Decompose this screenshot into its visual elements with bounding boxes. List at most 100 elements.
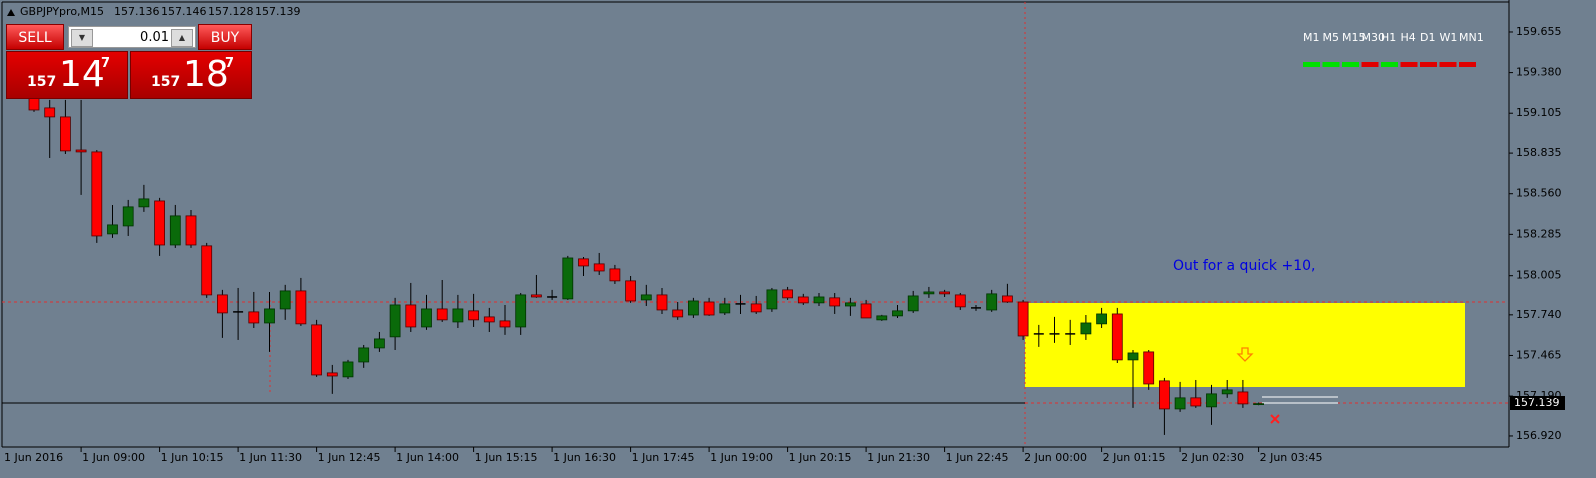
candle-body [311,324,323,376]
lot-value: 0.01 [140,30,169,45]
sell-arrow [1236,347,1254,362]
candle-body [91,151,103,237]
x-tick-label: 1 Jun 12:45 [318,451,381,464]
candle-body [766,289,778,310]
price-pips: 14 [59,54,105,95]
candle-body [562,257,574,300]
candle-body [436,308,448,321]
sell-button[interactable]: SELL [6,24,64,50]
candle-body [373,338,385,349]
timeframe-status [1322,62,1340,67]
y-tick-label: 159.655 [1516,25,1562,38]
candle-body [1096,313,1107,325]
price-tag-label: 157.139 [1514,396,1560,409]
candle-body [797,296,809,304]
x-tick-label: 1 Jun 10:15 [161,451,224,464]
candle-body [389,304,401,338]
x-tick-label: 2 Jun 02:30 [1181,451,1244,464]
candle-body [295,290,307,325]
candle-body [483,316,495,323]
lot-up[interactable]: ▲ [171,29,193,47]
x-tick-label: 1 Jun 11:30 [239,451,302,464]
candle-body [672,309,684,318]
candle-body [138,198,150,208]
bar-high: 157.146 [161,5,207,18]
candle-body [719,303,731,314]
candle-body [531,294,542,298]
bar-low: 157.128 [208,5,254,18]
symbol: GBPJPYpro,M15 [20,5,104,18]
y-tick-label: 157.190 [1516,389,1562,402]
x-tick-label: 1 Jun 21:30 [867,451,930,464]
candle-body [122,206,134,227]
candle-body [1080,322,1092,335]
price-pips: 18 [183,54,229,95]
y-tick-label: 156.920 [1516,429,1562,442]
candle-body [1206,393,1217,408]
candle-body [515,294,527,328]
candle-body [248,311,260,324]
x-tick-label: 1 Jun 20:15 [789,451,852,464]
timeframe-status [1439,62,1457,67]
candle-body [986,293,998,311]
candle-body [1002,295,1013,303]
x-tick-label: 1 Jun 15:15 [475,451,538,464]
timeframe-label: M30 [1362,31,1386,44]
timeframe-label: MN1 [1459,31,1484,44]
candle-body [860,303,872,319]
y-tick-label: 158.835 [1516,146,1562,159]
candle-body [1174,397,1186,410]
candle-body [107,224,118,235]
buy-price[interactable]: 157 18 7 [130,51,252,99]
y-tick-label: 158.005 [1516,269,1562,282]
candle-body [216,294,228,314]
candle-body [876,315,888,321]
candle-body [499,320,511,328]
x-tick-label: 2 Jun 01:15 [1103,451,1166,464]
buy-button[interactable]: BUY [198,24,252,50]
candle-body [468,310,480,321]
candle-body [593,263,605,272]
candle-body [845,302,856,307]
candle-body [405,304,417,328]
candle-body [44,107,56,118]
candle-body [1253,403,1264,406]
candle-body [907,295,919,312]
candle-body [1221,389,1233,395]
timeframe-label: D1 [1420,31,1435,44]
candle-body [1159,380,1170,410]
candle-body [954,294,966,308]
x-tick-label: 1 Jun 16:30 [553,451,616,464]
candle-body [342,361,354,378]
candle-body [703,301,715,316]
candle-body [750,303,762,313]
y-tick-label: 159.380 [1516,66,1562,79]
x-start-label: 1 Jun 2016 [4,451,63,464]
candle-body [326,372,338,377]
lot-down[interactable]: ▼ [71,29,93,47]
y-tick-label: 158.285 [1516,227,1562,240]
candle-body [75,149,87,153]
lot-input[interactable]: ▼ 0.01 ▲ [68,26,196,48]
y-tick-label: 158.560 [1516,187,1562,200]
annotation: Out for a quick +10, [1173,258,1315,274]
candle-body [923,291,935,295]
x-tick-label: 1 Jun 22:45 [946,451,1009,464]
price-big: 157 [151,74,181,90]
timeframe-status [1361,62,1379,67]
price-point: 7 [101,56,111,71]
candle-body [939,291,950,295]
x-tick-label: 2 Jun 00:00 [1024,451,1087,464]
price-big: 157 [27,74,57,90]
candle-body [154,200,166,246]
candle-body [358,347,370,363]
rectangle-object [1025,303,1465,387]
candle-body [1190,397,1202,407]
timeframe-status [1420,62,1437,67]
bar-close: 157.139 [255,5,301,18]
candle-body [169,215,181,246]
timeframe-label: H1 [1381,31,1396,44]
collapse-icon[interactable] [7,9,15,16]
sell-price[interactable]: 157 14 7 [6,51,128,99]
